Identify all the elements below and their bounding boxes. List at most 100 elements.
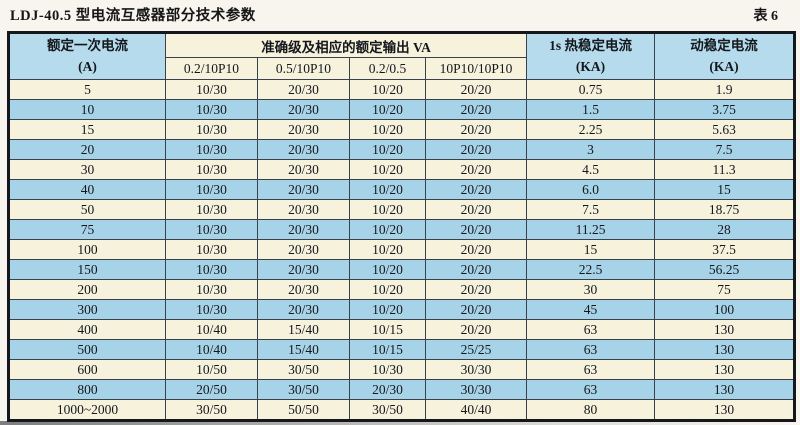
table-cell: 15 — [526, 239, 656, 260]
table-row: 800 20/50 30/50 20/30 30/30 63 130 — [8, 379, 796, 400]
table-cell: 20/30 — [257, 219, 350, 240]
cell-rated-current: 40 — [8, 179, 166, 200]
table-cell: 10/20 — [349, 279, 426, 300]
table-cell: 10/20 — [349, 139, 426, 160]
cell-rated-current: 150 — [8, 259, 166, 280]
table-cell: 15/40 — [257, 319, 350, 340]
table-cell: 30/50 — [257, 379, 350, 400]
table-cell: 20/30 — [257, 279, 350, 300]
table-cell: 130 — [654, 339, 796, 360]
table-cell: 20/20 — [424, 319, 528, 340]
header-thermal-current-unit: (KA) — [575, 58, 606, 74]
table-cell: 10/30 — [165, 299, 258, 320]
table-row: 1000~2000 30/50 50/50 30/50 40/40 80 130 — [8, 399, 796, 421]
table-row: 75 10/30 20/30 10/20 20/20 11.25 28 — [8, 219, 796, 240]
header-accuracy-col-1: 0.5/10P10 — [257, 57, 350, 80]
table-cell: 10/30 — [165, 119, 258, 140]
table-cell: 10/30 — [165, 219, 258, 240]
table-cell: 10/30 — [165, 199, 258, 220]
table-cell: 63 — [526, 319, 656, 340]
table-cell: 20/30 — [257, 179, 350, 200]
header-thermal-current: 1s 热稳定电流 (KA) — [526, 32, 656, 80]
table-cell: 4.5 — [526, 159, 656, 180]
table-cell: 10/30 — [165, 139, 258, 160]
cell-rated-current: 30 — [8, 159, 166, 180]
table-cell: 10/30 — [349, 359, 426, 380]
header-accuracy-col-0: 0.2/10P10 — [165, 57, 258, 80]
table-cell: 10/20 — [349, 219, 426, 240]
table-row: 30 10/30 20/30 10/20 20/20 4.5 11.3 — [8, 159, 796, 180]
table-cell: 10/20 — [349, 119, 426, 140]
cell-rated-current: 600 — [8, 359, 166, 380]
table-cell: 20/30 — [257, 99, 350, 120]
table-cell: 30/30 — [424, 379, 528, 400]
table-cell: 7.5 — [654, 139, 796, 160]
table-cell: 3.75 — [654, 99, 796, 120]
table-cell: 5.63 — [654, 119, 796, 140]
table-cell: 63 — [526, 339, 656, 360]
table-body: 5 10/30 20/30 10/20 20/20 0.75 1.9 10 10/30 20/30… — [8, 79, 796, 421]
table-cell: 10/20 — [349, 99, 426, 120]
header-dynamic-current-label: 动稳定电流 — [690, 37, 758, 53]
table-row: 40 10/30 20/30 10/20 20/20 6.0 15 — [8, 179, 796, 200]
table-cell: 20/30 — [257, 139, 350, 160]
table-cell: 20/30 — [257, 119, 350, 140]
table-cell: 0.75 — [526, 79, 656, 100]
table-cell: 63 — [526, 379, 656, 400]
table-cell: 2.25 — [526, 119, 656, 140]
table-cell: 40/40 — [424, 399, 528, 421]
table-row: 50 10/30 20/30 10/20 20/20 7.5 18.75 — [8, 199, 796, 220]
table-cell: 11.25 — [526, 219, 656, 240]
table-cell: 10/30 — [165, 179, 258, 200]
table-cell: 25/25 — [424, 339, 528, 360]
title-bar: LDJ-40.5 型电流互感器部分技术参数 表 6 — [10, 4, 778, 25]
table-cell: 20/30 — [257, 259, 350, 280]
table-row: 200 10/30 20/30 10/20 20/20 30 75 — [8, 279, 796, 300]
table-cell: 20/20 — [424, 239, 528, 260]
table-cell: 20/30 — [257, 79, 350, 100]
table-row: 400 10/40 15/40 10/15 20/20 63 130 — [8, 319, 796, 340]
table-cell: 20/50 — [165, 379, 258, 400]
table-cell: 10/30 — [165, 279, 258, 300]
table-cell: 10/30 — [165, 79, 258, 100]
table-cell: 20/20 — [424, 259, 528, 280]
table-cell: 15 — [654, 179, 796, 200]
table-cell: 20/20 — [424, 119, 528, 140]
table-cell: 30/50 — [349, 399, 426, 421]
table-cell: 20/20 — [424, 279, 528, 300]
table-cell: 20/20 — [424, 299, 528, 320]
header-primary-current: 额定一次电流 (A) — [8, 32, 166, 80]
table-cell: 7.5 — [526, 199, 656, 220]
cell-rated-current: 10 — [8, 99, 166, 120]
header-accuracy-col-3: 10P10/10P10 — [424, 57, 528, 80]
table-row: 150 10/30 20/30 10/20 20/20 22.5 56.25 — [8, 259, 796, 280]
header-thermal-current-label: 1s 热稳定电流 — [549, 37, 632, 53]
table-cell: 75 — [654, 279, 796, 300]
page-title: LDJ-40.5 型电流互感器部分技术参数 — [10, 8, 256, 24]
cell-rated-current: 20 — [8, 139, 166, 160]
cell-rated-current: 800 — [8, 379, 166, 400]
table-number-label: 表 6 — [753, 9, 779, 24]
table-cell: 63 — [526, 359, 656, 380]
cell-rated-current: 50 — [8, 199, 166, 220]
table-cell: 30/30 — [424, 359, 528, 380]
cell-rated-current: 5 — [8, 79, 166, 100]
table-cell: 37.5 — [654, 239, 796, 260]
header-dynamic-current-unit: (KA) — [709, 58, 739, 74]
table-cell: 20/30 — [257, 199, 350, 220]
table-cell: 20/20 — [424, 139, 528, 160]
cell-rated-current: 500 — [8, 339, 166, 360]
table-cell: 130 — [654, 399, 796, 421]
header-primary-current-unit: (A) — [78, 58, 97, 74]
table-cell: 10/20 — [349, 199, 426, 220]
table-cell: 28 — [654, 219, 796, 240]
table-cell: 10/30 — [165, 239, 258, 260]
table-cell: 10/40 — [165, 339, 258, 360]
table-cell: 6.0 — [526, 179, 656, 200]
table-cell: 10/30 — [165, 159, 258, 180]
cell-rated-current: 400 — [8, 319, 166, 340]
cell-rated-current: 1000~2000 — [8, 399, 166, 421]
table-row: 15 10/30 20/30 10/20 20/20 2.25 5.63 — [8, 119, 796, 140]
table-cell: 20/20 — [424, 219, 528, 240]
table-cell: 18.75 — [654, 199, 796, 220]
